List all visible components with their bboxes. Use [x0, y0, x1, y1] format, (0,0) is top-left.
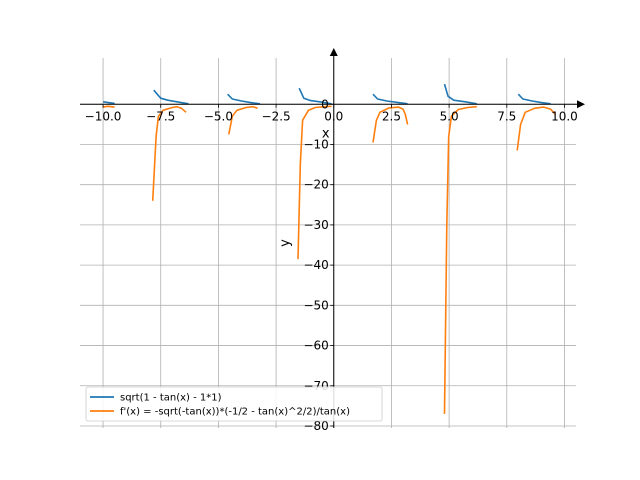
series-line-1	[151, 105, 187, 201]
series-line-1	[372, 106, 409, 143]
series-line-0	[443, 83, 477, 105]
x-tick-label: −7.5	[146, 109, 175, 123]
series-line-1	[228, 105, 258, 135]
plot-series	[102, 83, 556, 414]
x-tick-label: 0.0	[324, 109, 343, 123]
series-line-1	[297, 105, 332, 260]
series-line-0	[153, 89, 189, 105]
series-line-0	[227, 93, 261, 105]
series-line-0	[102, 101, 115, 105]
x-tick-label: −10.0	[85, 109, 122, 123]
axes	[80, 48, 585, 428]
x-tick-label: 2.5	[382, 109, 401, 123]
y-axis-label: y	[278, 239, 293, 247]
series-line-1	[516, 106, 556, 151]
y-tick-label: −80	[303, 419, 328, 433]
x-tick-label: −5.0	[204, 109, 233, 123]
x-tick-label: −2.5	[262, 109, 291, 123]
y-tick-label: −10	[303, 137, 328, 151]
legend: sqrt(1 - tan(x) - 1*1) f'(x) = -sqrt(-ta…	[85, 386, 383, 422]
series-line-1	[443, 105, 477, 414]
y-axis-arrow	[329, 48, 338, 56]
series-line-0	[372, 93, 408, 105]
series-line-0	[298, 87, 332, 105]
x-axis-arrow	[577, 100, 585, 109]
ticks: −10.0 −7.5 −5.0 −2.5 0.0 2.5 5.0 7.5 10.0 0 −10 −20…	[85, 97, 578, 433]
x-tick-label: 7.5	[497, 109, 516, 123]
y-tick-label: −20	[303, 178, 328, 192]
grid	[80, 58, 576, 428]
y-tick-label: 0	[321, 97, 329, 111]
legend-label-sqrt: sqrt(1 - tan(x) - 1*1)	[120, 393, 222, 404]
y-tick-label: −30	[303, 218, 328, 232]
x-axis-label: x	[322, 126, 330, 141]
series-line-0	[517, 93, 551, 105]
y-tick-label: −50	[303, 298, 328, 312]
y-tick-label: −40	[303, 258, 328, 272]
x-tick-label: 5.0	[440, 109, 459, 123]
legend-box	[85, 386, 383, 422]
y-tick-label: −60	[303, 339, 328, 353]
legend-label-derivative: f'(x) = -sqrt(-tan(x))*(-1/2 - tan(x)^2/…	[120, 407, 350, 418]
series-line-1	[102, 105, 115, 108]
x-tick-label: 10.0	[551, 109, 578, 123]
